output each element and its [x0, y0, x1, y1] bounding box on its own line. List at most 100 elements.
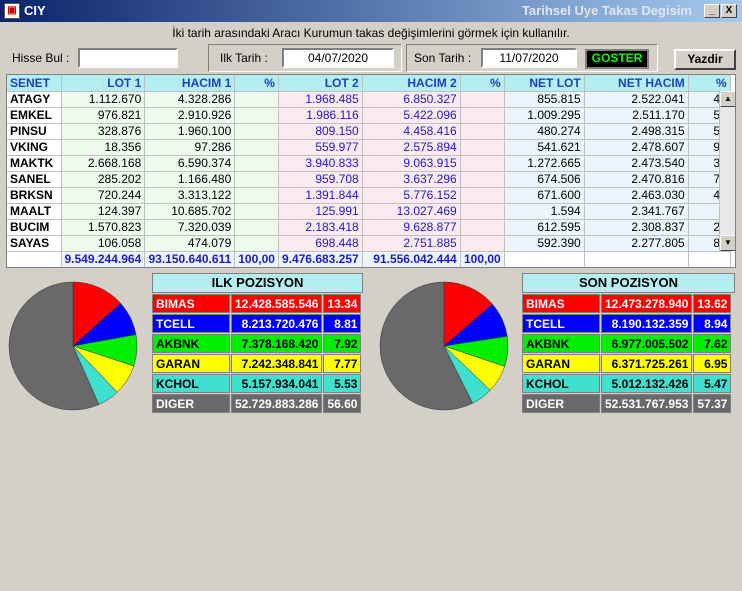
position-value: 12.428.585.546 — [231, 294, 323, 313]
table-row[interactable]: SAYAS 106.058 474.079 698.448 2.751.885 592.3… — [7, 235, 731, 252]
hisse-search-input[interactable] — [78, 48, 178, 68]
col-header[interactable]: % — [460, 75, 505, 92]
position-name: TCELL — [152, 314, 230, 333]
position-value: 52.729.883.286 — [231, 394, 323, 413]
col-header[interactable]: HACIM 2 — [362, 75, 461, 92]
position-pct: 8.94 — [693, 314, 732, 333]
close-button[interactable]: X — [721, 4, 737, 18]
scroll-up-icon[interactable]: ▲ — [720, 91, 735, 107]
table-cell: 2.470.816 — [584, 171, 689, 188]
table-cell: 698.448 — [278, 235, 363, 252]
table-cell: 612.595 — [504, 219, 585, 236]
position-pct: 7.62 — [693, 334, 732, 353]
scroll-down-icon[interactable]: ▼ — [720, 235, 735, 251]
goster-button[interactable]: GOSTER — [585, 49, 649, 69]
position-row: TCELL 8.190.132.359 8.94 — [522, 314, 732, 333]
total-cell: 9.549.244.964 — [61, 251, 146, 267]
totals-row: 9.549.244.964 93.150.640.611 100,00 9.476.6… — [7, 251, 731, 267]
position-row: TCELL 8.213.720.476 8.81 — [152, 314, 362, 333]
table-cell: 809.150 — [278, 123, 363, 140]
position-value: 6.977.005.502 — [601, 334, 693, 353]
takas-grid[interactable]: SENET LOT 1 HACIM 1% LOT 2 HACIM 2% NET LOT NE… — [6, 74, 736, 268]
col-header[interactable]: LOT 1 — [61, 75, 146, 92]
table-cell: 4.458.416 — [362, 123, 461, 140]
table-cell — [234, 155, 279, 172]
col-header[interactable]: % — [234, 75, 279, 92]
minimize-button[interactable]: _ — [704, 4, 720, 18]
table-row[interactable]: PINSU 328.876 1.960.100 809.150 4.458.416 480… — [7, 123, 731, 140]
position-row: KCHOL 5.157.934.041 5.53 — [152, 374, 362, 393]
pie-slice-diger — [379, 281, 473, 411]
col-header[interactable]: % — [688, 75, 731, 92]
table-row[interactable]: ATAGY 1.112.670 4.328.286 1.968.485 6.850.32… — [7, 91, 731, 108]
table-row[interactable]: VKING 18.356 97.286 559.977 2.575.894 541.621… — [7, 139, 731, 156]
table-cell: 1.391.844 — [278, 187, 363, 204]
total-cell: 91.556.042.444 — [362, 251, 461, 267]
col-header[interactable]: LOT 2 — [278, 75, 363, 92]
grid-scrollbar[interactable]: ▲ ▼ — [719, 91, 735, 251]
table-cell — [234, 171, 279, 188]
table-row[interactable]: MAALT 124.397 10.685.702 125.991 13.027.469 1… — [7, 203, 731, 220]
position-value: 5.157.934.041 — [231, 374, 323, 393]
position-pct: 7.92 — [323, 334, 362, 353]
col-header[interactable]: NET HACIM — [584, 75, 689, 92]
table-cell: 959.708 — [278, 171, 363, 188]
table-cell: 592.390 — [504, 235, 585, 252]
table-cell — [460, 203, 505, 220]
table-cell: 4.328.286 — [144, 91, 236, 108]
son-pozisyon-pie — [379, 281, 509, 411]
table-cell — [460, 187, 505, 204]
table-cell: 3.313.122 — [144, 187, 236, 204]
position-value: 7.242.348.841 — [231, 354, 323, 373]
table-cell: 674.506 — [504, 171, 585, 188]
total-cell — [584, 251, 689, 267]
table-cell: 559.977 — [278, 139, 363, 156]
table-cell: 2.668.168 — [61, 155, 146, 172]
position-name: DIGER — [152, 394, 230, 413]
total-cell — [504, 251, 585, 267]
table-row[interactable]: SANEL 285.202 1.166.480 959.708 3.637.296 674… — [7, 171, 731, 188]
table-cell: 2.308.837 — [584, 219, 689, 236]
position-pct: 8.81 — [323, 314, 362, 333]
ilk-pozisyon-title: ILK POZISYON — [152, 273, 363, 293]
son-tarih-label: Son Tarih : — [414, 51, 472, 65]
hisse-label: Hisse Bul : — [12, 51, 70, 65]
table-cell: 855.815 — [504, 91, 585, 108]
position-row: GARAN 7.242.348.841 7.77 — [152, 354, 362, 373]
position-name: BIMAS — [152, 294, 230, 313]
table-cell: BUCIM — [7, 219, 62, 236]
col-header[interactable]: SENET — [7, 75, 62, 92]
table-cell: 1.009.295 — [504, 107, 585, 124]
ilk-pozisyon-table: BIMAS 12.428.585.546 13.34 TCELL 8.213.720.4… — [151, 293, 362, 414]
table-cell: 1.272.665 — [504, 155, 585, 172]
table-cell: MAKTK — [7, 155, 62, 172]
position-row: GARAN 6.371.725.261 6.95 — [522, 354, 732, 373]
table-cell: 2.575.894 — [362, 139, 461, 156]
ilk-tarih-input[interactable]: 04/07/2020 — [282, 48, 394, 68]
son-tarih-input[interactable]: 11/07/2020 — [481, 48, 577, 68]
title-bar: ▣ CIY Tarihsel Uye Takas Degisim _ X — [0, 0, 742, 22]
table-row[interactable]: EMKEL 976.821 2.910.926 1.986.116 5.422.096 1… — [7, 107, 731, 124]
position-pct: 13.34 — [323, 294, 362, 313]
table-cell: 474.079 — [144, 235, 236, 252]
position-row: DIGER 52.531.767.953 57.37 — [522, 394, 732, 413]
table-cell: 2.522.041 — [584, 91, 689, 108]
table-cell: 2.511.170 — [584, 107, 689, 124]
col-header[interactable]: NET LOT — [504, 75, 585, 92]
table-row[interactable]: BUCIM 1.570.823 7.320.039 2.183.418 9.628.87… — [7, 219, 731, 236]
table-cell — [234, 219, 279, 236]
table-cell — [460, 235, 505, 252]
son-tarih-group — [406, 44, 658, 72]
position-row: AKBNK 7.378.168.420 7.92 — [152, 334, 362, 353]
position-name: GARAN — [152, 354, 230, 373]
table-row[interactable]: BRKSN 720.244 3.313.122 1.391.844 5.776.152 6… — [7, 187, 731, 204]
col-header[interactable]: HACIM 1 — [144, 75, 236, 92]
ilk-tarih-group — [208, 44, 402, 72]
total-cell: 93.150.640.611 — [144, 251, 236, 267]
table-row[interactable]: MAKTK 2.668.168 6.590.374 3.940.833 9.063.91… — [7, 155, 731, 172]
yazdir-button[interactable]: Yazdir — [674, 49, 736, 70]
son-pozisyon-title: SON POZISYON — [522, 273, 735, 293]
position-value: 5.012.132.426 — [601, 374, 693, 393]
table-cell: 285.202 — [61, 171, 146, 188]
table-cell: PINSU — [7, 123, 62, 140]
